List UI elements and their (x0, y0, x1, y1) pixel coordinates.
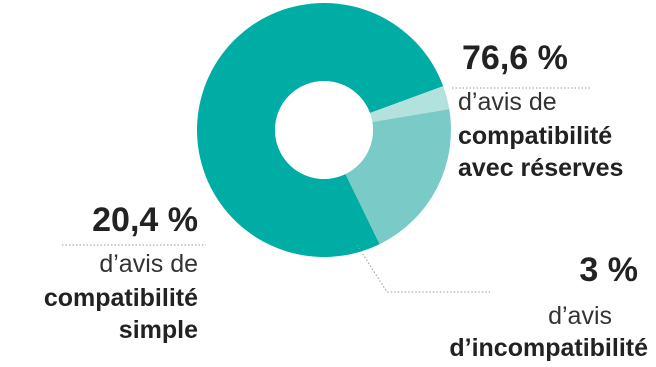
label-simple: 20,4 % d’avis de compatibilité simple (44, 200, 198, 345)
reserves-percent-label: 76,6 % (462, 39, 568, 77)
reserves-text-line3: avec réserves (458, 153, 624, 182)
reserves-text-line2: compatibilité (458, 121, 613, 150)
leader-lines (62, 87, 590, 293)
donut-slice-reserves (196, 2, 444, 258)
label-incompatibility: 3 % d’avis d’incompatibilité (449, 250, 648, 363)
simple-text-line3: simple (118, 315, 198, 344)
simple-percent-label: 20,4 % (92, 201, 198, 239)
simple-text-line1: d’avis de (99, 249, 198, 278)
leader-line-incompat (356, 244, 490, 293)
label-reserves: 76,6 % d’avis de compatibilité avec rése… (458, 38, 623, 183)
simple-text-line2: compatibilité (43, 283, 198, 312)
donut-slice-simple (345, 109, 451, 245)
incompat-percent-label: 3 % (579, 251, 638, 289)
slices-layer (196, 2, 451, 258)
donut-hole (275, 81, 373, 179)
reserves-text-line1: d’avis de (458, 87, 557, 116)
donut-slice-incompatibility (369, 86, 450, 122)
incompat-text-line1: d’avis (548, 301, 612, 330)
incompat-text-line2: d’incompatibilité (449, 333, 648, 362)
